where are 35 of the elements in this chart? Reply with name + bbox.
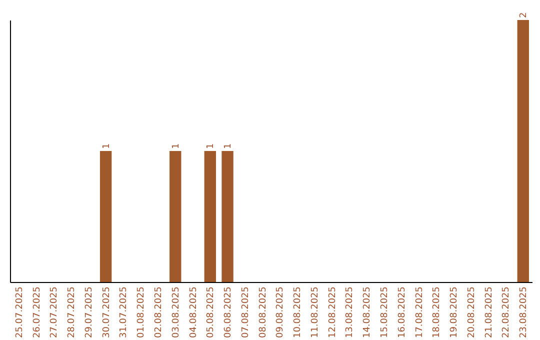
x-tick-label: 04.08.2025 — [188, 286, 199, 338]
x-tick-label: 12.08.2025 — [328, 286, 338, 338]
x-tick-label: 10.08.2025 — [293, 286, 304, 338]
x-tick-label: 28.07.2025 — [67, 286, 78, 338]
x-tick-label: 26.07.2025 — [32, 286, 42, 338]
x-tick-label: 31.07.2025 — [119, 286, 130, 338]
x-tick-label: 25.07.2025 — [14, 286, 25, 338]
data-label: 1 — [102, 143, 112, 149]
x-tick-label: 05.08.2025 — [206, 286, 216, 338]
x-tick-label: 09.08.2025 — [276, 286, 286, 338]
x-tick-label: 22.08.2025 — [502, 286, 512, 338]
x-tick-label: 20.08.2025 — [466, 286, 477, 338]
x-tick-label: 27.07.2025 — [50, 286, 60, 338]
x-tick-label: 02.08.2025 — [154, 286, 164, 338]
data-label: 2 — [519, 12, 530, 18]
x-tick-label: 14.08.2025 — [362, 286, 373, 338]
x-tick-label: 16.08.2025 — [397, 286, 408, 338]
x-tick-label: 17.08.2025 — [414, 286, 425, 338]
x-tick-label: 29.07.2025 — [84, 286, 94, 338]
x-tick-label: 01.08.2025 — [136, 286, 147, 338]
x-tick-label: 30.07.2025 — [102, 286, 112, 338]
x-tick-label: 03.08.2025 — [171, 286, 182, 338]
data-label: 1 — [224, 143, 234, 149]
x-tick-label: 15.08.2025 — [380, 286, 390, 338]
x-tick-label: 18.08.2025 — [432, 286, 442, 338]
x-tick-label: 21.08.2025 — [484, 286, 494, 338]
x-tick-label: 13.08.2025 — [345, 286, 356, 338]
x-tick-label: 11.08.2025 — [310, 286, 320, 338]
data-label: 1 — [171, 143, 182, 149]
x-tick-label: 07.08.2025 — [240, 286, 251, 338]
x-tick-label: 06.08.2025 — [224, 286, 234, 338]
x-tick-label: 23.08.2025 — [519, 286, 530, 338]
x-tick-label: 08.08.2025 — [258, 286, 268, 338]
data-label: 1 — [206, 143, 216, 149]
x-tick-label: 19.08.2025 — [450, 286, 460, 338]
